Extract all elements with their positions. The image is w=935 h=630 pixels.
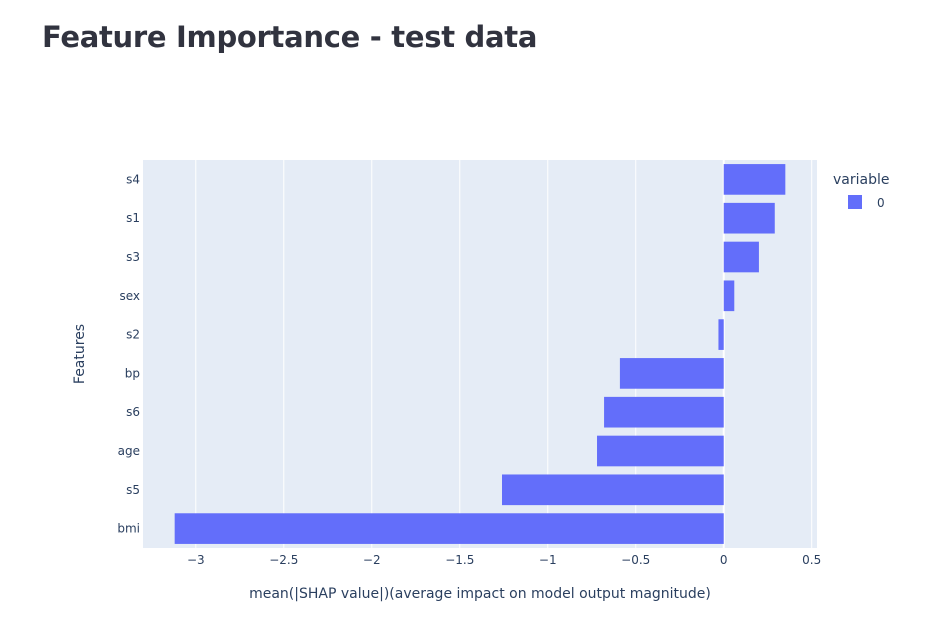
x-axis-title: mean(|SHAP value|)(average impact on mod…	[249, 586, 711, 602]
y-axis-ticks: bmi s5 age s6 bp s2 sex s3 s1 s4	[117, 172, 140, 535]
y-tick-label: bp	[125, 366, 140, 380]
x-tick-label: −3	[187, 553, 205, 567]
x-tick-label: −2.5	[269, 553, 298, 567]
bar-s5[interactable]	[501, 474, 724, 506]
x-axis-ticks: −3 −2.5 −2 −1.5 −1 −0.5 0 0.5	[187, 553, 821, 567]
x-tick-label: −0.5	[621, 553, 650, 567]
bar-s4[interactable]	[723, 164, 786, 195]
x-tick-label: 0.5	[802, 553, 821, 567]
bar-sex[interactable]	[723, 280, 735, 312]
y-tick-label: s2	[126, 328, 140, 342]
y-tick-label: s6	[126, 405, 140, 419]
y-tick-label: s4	[126, 172, 140, 186]
legend-swatch[interactable]	[848, 195, 862, 209]
y-tick-label: sex	[119, 289, 140, 303]
bars	[174, 164, 786, 544]
y-tick-label: s5	[126, 483, 140, 497]
x-tick-label: −1	[539, 553, 557, 567]
y-tick-label: s3	[126, 250, 140, 264]
page-title: Feature Importance - test data	[42, 20, 538, 54]
bar-bp[interactable]	[619, 358, 724, 389]
y-tick-label: bmi	[117, 522, 140, 536]
bar-s6[interactable]	[604, 396, 724, 428]
y-axis-title: Features	[72, 324, 88, 384]
y-tick-label: age	[118, 444, 140, 458]
bar-s1[interactable]	[723, 202, 775, 234]
legend-items[interactable]: 0	[848, 195, 885, 210]
y-tick-label: s1	[126, 211, 140, 225]
legend[interactable]: variable 0	[833, 172, 889, 210]
legend-label[interactable]: 0	[877, 196, 885, 210]
x-tick-label: −2	[363, 553, 381, 567]
legend-title: variable	[833, 172, 889, 188]
bar-s2[interactable]	[718, 319, 724, 350]
bar-age[interactable]	[597, 435, 724, 467]
x-tick-label: 0	[720, 553, 728, 567]
bar-bmi[interactable]	[174, 513, 724, 544]
bar-s3[interactable]	[723, 241, 759, 273]
x-tick-label: −1.5	[445, 553, 474, 567]
